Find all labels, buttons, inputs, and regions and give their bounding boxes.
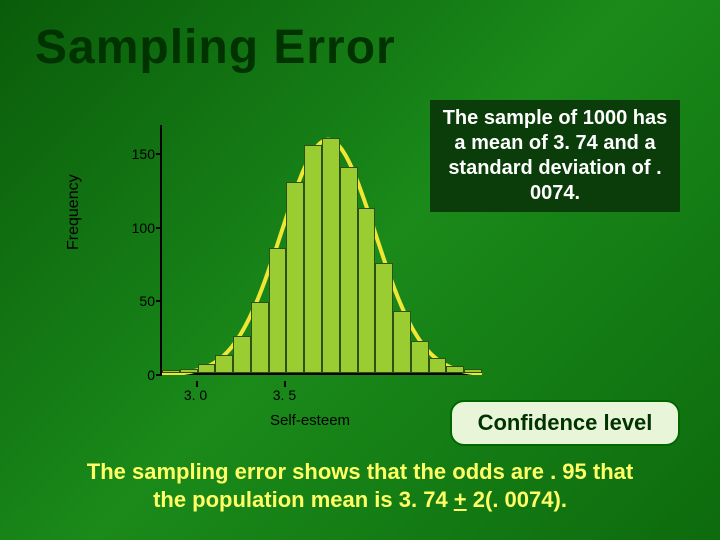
- x-tick-mark: [196, 381, 198, 387]
- x-axis-label: Self-esteem: [270, 412, 350, 429]
- bottom-summary: The sampling error shows that the odds a…: [0, 458, 720, 515]
- y-tick-label: 100: [125, 220, 155, 236]
- histogram-bar: [180, 369, 198, 373]
- histogram-bar: [340, 167, 358, 373]
- histogram-chart: Frequency Self-esteem 0501001503. 03. 5: [70, 115, 490, 425]
- plus-minus: +: [454, 487, 467, 512]
- plot-area: [160, 125, 480, 375]
- histogram-bar: [446, 366, 464, 373]
- bottom-line-2b: 2(. 0074).: [467, 487, 567, 512]
- bottom-line-2a: the population mean is 3. 74: [153, 487, 454, 512]
- bottom-line-1: The sampling error shows that the odds a…: [87, 459, 633, 484]
- page-title: Sampling Error: [35, 20, 396, 75]
- y-tick-mark: [156, 227, 162, 229]
- y-tick-label: 50: [125, 293, 155, 309]
- histogram-bar: [358, 208, 376, 373]
- histogram-bar: [411, 341, 429, 373]
- histogram-bar: [198, 364, 216, 373]
- histogram-bar: [251, 302, 269, 373]
- histogram-bar: [464, 369, 482, 373]
- y-tick-label: 150: [125, 146, 155, 162]
- x-tick-mark: [284, 381, 286, 387]
- histogram-bar: [304, 145, 322, 373]
- y-axis-label: Frequency: [65, 174, 83, 250]
- histogram-bar: [269, 248, 287, 373]
- histogram-bar: [215, 355, 233, 373]
- y-tick-label: 0: [125, 367, 155, 383]
- histogram-bar: [162, 370, 180, 373]
- y-tick-mark: [156, 374, 162, 376]
- histogram-bar: [393, 311, 411, 373]
- histogram-bar: [233, 336, 251, 373]
- histogram-bar: [375, 263, 393, 373]
- histogram-bar: [322, 138, 340, 373]
- histogram-bar: [429, 358, 447, 373]
- y-tick-mark: [156, 300, 162, 302]
- y-tick-mark: [156, 153, 162, 155]
- histogram-bar: [286, 182, 304, 373]
- x-tick-label: 3. 0: [176, 387, 216, 403]
- confidence-level-box: Confidence level: [450, 400, 680, 446]
- x-tick-label: 3. 5: [264, 387, 304, 403]
